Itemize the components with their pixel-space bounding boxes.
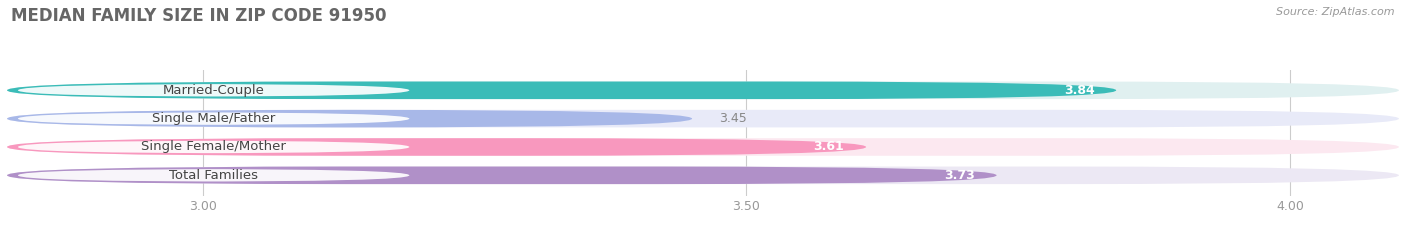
Text: Single Female/Mother: Single Female/Mother <box>141 140 285 154</box>
FancyBboxPatch shape <box>18 84 409 97</box>
FancyBboxPatch shape <box>7 167 1399 184</box>
FancyBboxPatch shape <box>7 138 1399 156</box>
FancyBboxPatch shape <box>7 110 1399 127</box>
Text: MEDIAN FAMILY SIZE IN ZIP CODE 91950: MEDIAN FAMILY SIZE IN ZIP CODE 91950 <box>11 7 387 25</box>
FancyBboxPatch shape <box>18 169 409 182</box>
FancyBboxPatch shape <box>7 82 1399 99</box>
Text: 3.61: 3.61 <box>814 140 845 154</box>
FancyBboxPatch shape <box>7 110 692 127</box>
FancyBboxPatch shape <box>18 141 409 153</box>
Text: 3.45: 3.45 <box>720 112 747 125</box>
FancyBboxPatch shape <box>18 112 409 125</box>
Text: 3.73: 3.73 <box>943 169 974 182</box>
FancyBboxPatch shape <box>7 138 866 156</box>
Text: Total Families: Total Families <box>169 169 259 182</box>
Text: Single Male/Father: Single Male/Father <box>152 112 276 125</box>
FancyBboxPatch shape <box>7 167 997 184</box>
Text: Married-Couple: Married-Couple <box>163 84 264 97</box>
Text: 3.84: 3.84 <box>1064 84 1094 97</box>
Text: Source: ZipAtlas.com: Source: ZipAtlas.com <box>1277 7 1395 17</box>
FancyBboxPatch shape <box>7 82 1116 99</box>
